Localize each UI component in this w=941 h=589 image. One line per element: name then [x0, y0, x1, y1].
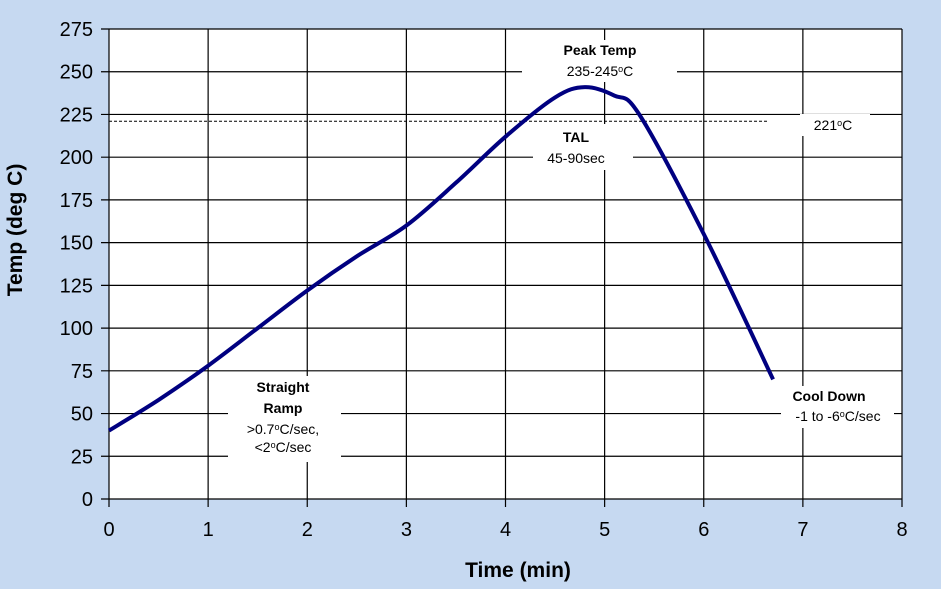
x-tick-label: 3 — [401, 519, 412, 541]
y-tick-label: 100 — [60, 318, 93, 340]
straight-ramp-min-rate: >0.7oC/sec, — [247, 421, 319, 437]
y-tick-label: 275 — [60, 19, 93, 41]
y-tick-label: 200 — [60, 147, 93, 169]
straight-ramp-title-line1: Straight — [257, 379, 310, 395]
straight-ramp-annotation: Straight Ramp >0.7oC/sec, <2oC/sec — [228, 376, 341, 462]
x-tick-label: 7 — [797, 519, 808, 541]
y-axis-title: Temp (deg C) — [4, 164, 27, 297]
reference-line-label: 221oC — [800, 114, 870, 136]
peak-temp-title: Peak Temp — [564, 42, 637, 58]
y-tick-label: 125 — [60, 275, 93, 297]
peak-temp-label-bg — [522, 40, 677, 82]
y-tick-label: 25 — [71, 446, 93, 468]
y-tick-label: 75 — [71, 361, 93, 383]
x-tick-label: 8 — [896, 519, 907, 541]
x-tick-label: 0 — [103, 519, 114, 541]
y-tick-label: 50 — [71, 404, 93, 426]
tal-label-bg — [533, 124, 633, 170]
y-tick-label: 175 — [60, 190, 93, 212]
cool-down-rate: -1 to -6oC/sec — [795, 408, 880, 424]
cool-down-label-bg — [781, 386, 894, 428]
straight-ramp-title-line2: Ramp — [264, 400, 303, 416]
straight-ramp-label-bg — [228, 376, 341, 462]
reference-line-label-bg — [800, 114, 870, 136]
x-axis-title: Time (min) — [465, 559, 571, 582]
x-tick-label: 5 — [599, 519, 610, 541]
x-tick-label: 6 — [698, 519, 709, 541]
y-tick-label: 225 — [60, 104, 93, 126]
cool-down-title: Cool Down — [792, 388, 865, 404]
tal-annotation: TAL 45-90sec — [533, 124, 633, 170]
tick-labels: 0 25 50 75 100 125 150 175 200 225 250 275 0 1 2 3 4 5 6 7 8 — [60, 19, 908, 541]
y-tick-label: 250 — [60, 62, 93, 84]
tal-duration: 45-90sec — [547, 150, 605, 166]
series-line — [107, 85, 775, 433]
y-tick-label: 0 — [82, 489, 93, 511]
straight-ramp-max-rate: <2oC/sec — [255, 439, 312, 455]
tal-title: TAL — [563, 129, 590, 145]
x-tick-label: 2 — [302, 519, 313, 541]
y-tick-label: 150 — [60, 233, 93, 255]
reference-line-value: 221oC — [814, 117, 853, 133]
peak-temp-annotation: Peak Temp 235-245oC — [522, 40, 677, 82]
peak-temp-range: 235-245oC — [567, 63, 634, 79]
x-tick-label: 1 — [203, 519, 214, 541]
x-tick-label: 4 — [500, 519, 511, 541]
cool-down-annotation: Cool Down -1 to -6oC/sec — [781, 386, 894, 428]
